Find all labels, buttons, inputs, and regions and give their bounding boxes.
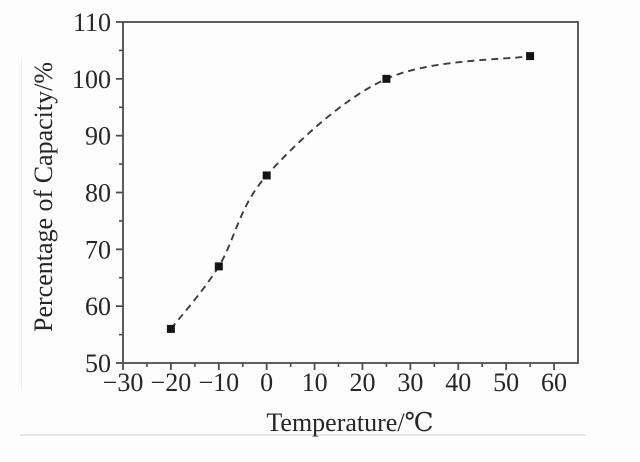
data-point-marker — [262, 171, 271, 180]
y-tick-label: 70 — [85, 235, 111, 264]
data-point-marker — [214, 262, 223, 271]
x-tick-label: 60 — [541, 368, 567, 397]
x-tick-label: −10 — [198, 368, 239, 397]
y-tick-label: 110 — [73, 8, 111, 37]
y-axis-title: Percentage of Capacity/% — [29, 62, 58, 332]
x-tick-label: 0 — [260, 368, 273, 397]
scan-artifact-bottom-line — [20, 434, 586, 436]
x-axis-title: Temperature/℃ — [266, 408, 433, 437]
y-tick-label: 90 — [85, 122, 111, 151]
x-tick-label: 40 — [445, 368, 471, 397]
x-tick-label: −30 — [103, 368, 144, 397]
y-tick-label: 100 — [72, 65, 111, 94]
data-point-marker — [526, 52, 535, 61]
x-tick-label: 30 — [397, 368, 423, 397]
data-point-marker — [382, 74, 391, 83]
data-point-marker — [166, 324, 175, 333]
scan-artifact-left-line — [21, 58, 22, 390]
y-tick-label: 60 — [85, 292, 111, 321]
x-tick-label: 10 — [302, 368, 328, 397]
y-tick-label: 50 — [85, 349, 111, 378]
axes-frame — [122, 21, 579, 364]
plot-area: −30 −20 −10 0 10 20 30 40 50 60 50 60 70 80 90 100 110 — [72, 8, 579, 397]
y-tick-label: 80 — [85, 179, 111, 208]
x-tick-label: −20 — [151, 368, 192, 397]
x-tick-label: 50 — [493, 368, 519, 397]
data-line-dashed — [170, 55, 531, 330]
x-tick-label: 20 — [349, 368, 375, 397]
